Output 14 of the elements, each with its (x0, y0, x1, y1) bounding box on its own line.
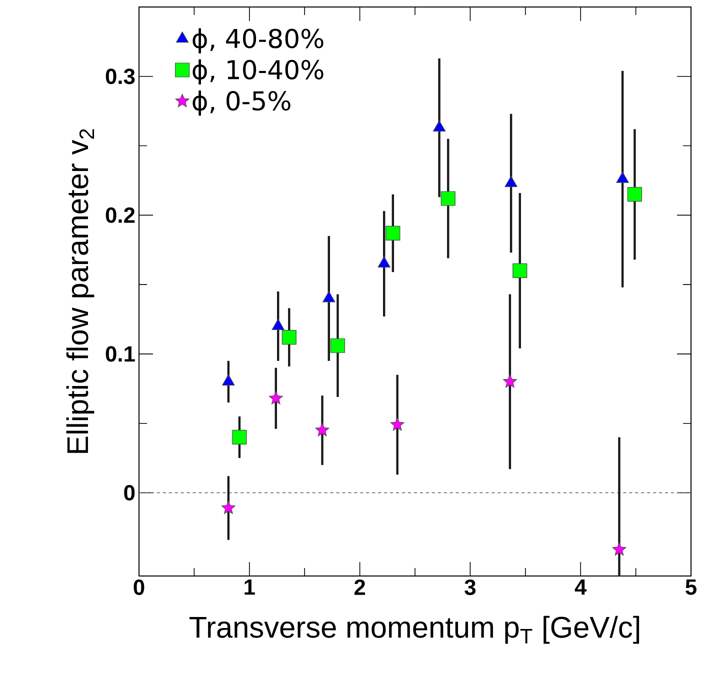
x-tick-label: 1 (244, 580, 255, 595)
x-tick-label: 5 (686, 580, 696, 595)
legend-label: ϕ, 0-5% (192, 90, 290, 116)
x-axis-title: Transverse momentum p$_{T}$ [GeV/c] (190, 616, 640, 644)
legend-label: ϕ, 10-40% (192, 59, 324, 84)
y-tick-label: 0.2 (106, 207, 135, 223)
legend-label: ϕ, 40-80% (192, 28, 324, 54)
x-tick-label: 2 (354, 580, 366, 595)
y-tick-label: 0.1 (106, 346, 135, 362)
y-axis-title: Elliptic flow parameter v$_{2}$ (66, 129, 94, 453)
y-tick-label: 0 (124, 484, 135, 500)
x-tick-label: 4 (574, 580, 587, 595)
y-tick-label: 0.3 (106, 68, 135, 84)
x-tick-label: 3 (464, 580, 476, 596)
